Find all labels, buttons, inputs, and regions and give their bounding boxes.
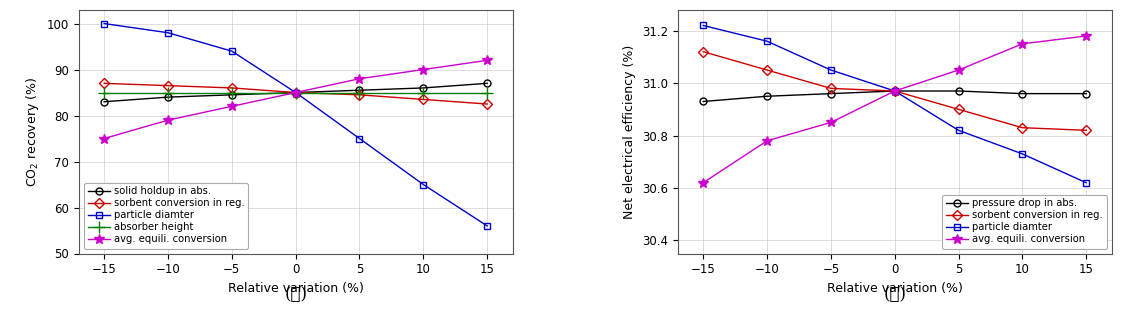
particle diamter — [417, 183, 430, 187]
Line: particle diamter: particle diamter — [101, 20, 491, 229]
absorber height — [353, 91, 366, 95]
avg. equili. conversion — [760, 139, 774, 143]
Text: (나): (나) — [883, 286, 906, 303]
absorber height — [162, 91, 175, 95]
particle diamter — [98, 21, 111, 25]
avg. equili. conversion — [696, 181, 710, 185]
sorbent conversion in reg. — [353, 93, 366, 97]
sorbent conversion in reg. — [1079, 128, 1093, 132]
pressure drop in abs. — [760, 94, 774, 98]
pressure drop in abs. — [696, 99, 710, 103]
avg. equili. conversion — [888, 89, 902, 93]
Text: (가): (가) — [284, 286, 308, 303]
solid holdup in abs. — [225, 93, 238, 97]
particle diamter — [353, 136, 366, 140]
sorbent conversion in reg. — [696, 50, 710, 54]
particle diamter — [696, 23, 710, 27]
solid holdup in abs. — [162, 95, 175, 99]
Legend: pressure drop in abs., sorbent conversion in reg., particle diamter, avg. equili: pressure drop in abs., sorbent conversio… — [942, 194, 1107, 249]
avg. equili. conversion — [225, 104, 238, 108]
Line: sorbent conversion in reg.: sorbent conversion in reg. — [101, 80, 491, 108]
solid holdup in abs. — [98, 100, 111, 104]
particle diamter — [760, 39, 774, 43]
X-axis label: Relative variation (%): Relative variation (%) — [228, 282, 364, 295]
absorber height — [417, 91, 430, 95]
absorber height — [289, 91, 302, 95]
avg. equili. conversion — [481, 58, 494, 62]
avg. equili. conversion — [824, 121, 838, 124]
avg. equili. conversion — [417, 68, 430, 72]
pressure drop in abs. — [888, 89, 902, 93]
particle diamter — [824, 68, 838, 72]
solid holdup in abs. — [289, 91, 302, 95]
solid holdup in abs. — [353, 88, 366, 92]
particle diamter — [1015, 152, 1029, 156]
sorbent conversion in reg. — [481, 102, 494, 106]
X-axis label: Relative variation (%): Relative variation (%) — [827, 282, 962, 295]
particle diamter — [162, 31, 175, 35]
avg. equili. conversion — [162, 118, 175, 122]
avg. equili. conversion — [353, 77, 366, 81]
pressure drop in abs. — [824, 92, 838, 96]
sorbent conversion in reg. — [162, 84, 175, 87]
sorbent conversion in reg. — [824, 86, 838, 90]
sorbent conversion in reg. — [952, 107, 966, 111]
particle diamter — [952, 128, 966, 132]
avg. equili. conversion — [952, 68, 966, 72]
avg. equili. conversion — [98, 136, 111, 140]
Line: sorbent conversion in reg.: sorbent conversion in reg. — [700, 48, 1089, 134]
Y-axis label: Net electrical efficiency (%): Net electrical efficiency (%) — [623, 45, 637, 219]
particle diamter — [481, 224, 494, 228]
sorbent conversion in reg. — [225, 86, 238, 90]
Line: absorber height: absorber height — [99, 87, 493, 98]
Line: avg. equili. conversion: avg. equili. conversion — [99, 56, 492, 143]
sorbent conversion in reg. — [760, 68, 774, 72]
Line: solid holdup in abs.: solid holdup in abs. — [101, 80, 491, 105]
sorbent conversion in reg. — [888, 89, 902, 93]
particle diamter — [289, 91, 302, 95]
Line: pressure drop in abs.: pressure drop in abs. — [700, 87, 1089, 105]
particle diamter — [1079, 181, 1093, 185]
absorber height — [98, 91, 111, 95]
Line: particle diamter: particle diamter — [700, 22, 1089, 186]
sorbent conversion in reg. — [289, 91, 302, 95]
sorbent conversion in reg. — [98, 81, 111, 85]
pressure drop in abs. — [952, 89, 966, 93]
avg. equili. conversion — [1015, 42, 1029, 46]
particle diamter — [225, 49, 238, 53]
Legend: solid holdup in abs., sorbent conversion in reg., particle diamter, absorber hei: solid holdup in abs., sorbent conversion… — [83, 183, 248, 249]
solid holdup in abs. — [417, 86, 430, 90]
sorbent conversion in reg. — [417, 98, 430, 101]
absorber height — [481, 91, 494, 95]
pressure drop in abs. — [1015, 92, 1029, 96]
solid holdup in abs. — [481, 81, 494, 85]
Y-axis label: CO$_2$ recovery (%): CO$_2$ recovery (%) — [24, 77, 42, 187]
sorbent conversion in reg. — [1015, 126, 1029, 130]
pressure drop in abs. — [1079, 92, 1093, 96]
avg. equili. conversion — [289, 91, 302, 95]
avg. equili. conversion — [1079, 34, 1093, 38]
particle diamter — [888, 89, 902, 93]
absorber height — [225, 91, 238, 95]
Line: avg. equili. conversion: avg. equili. conversion — [699, 31, 1092, 188]
